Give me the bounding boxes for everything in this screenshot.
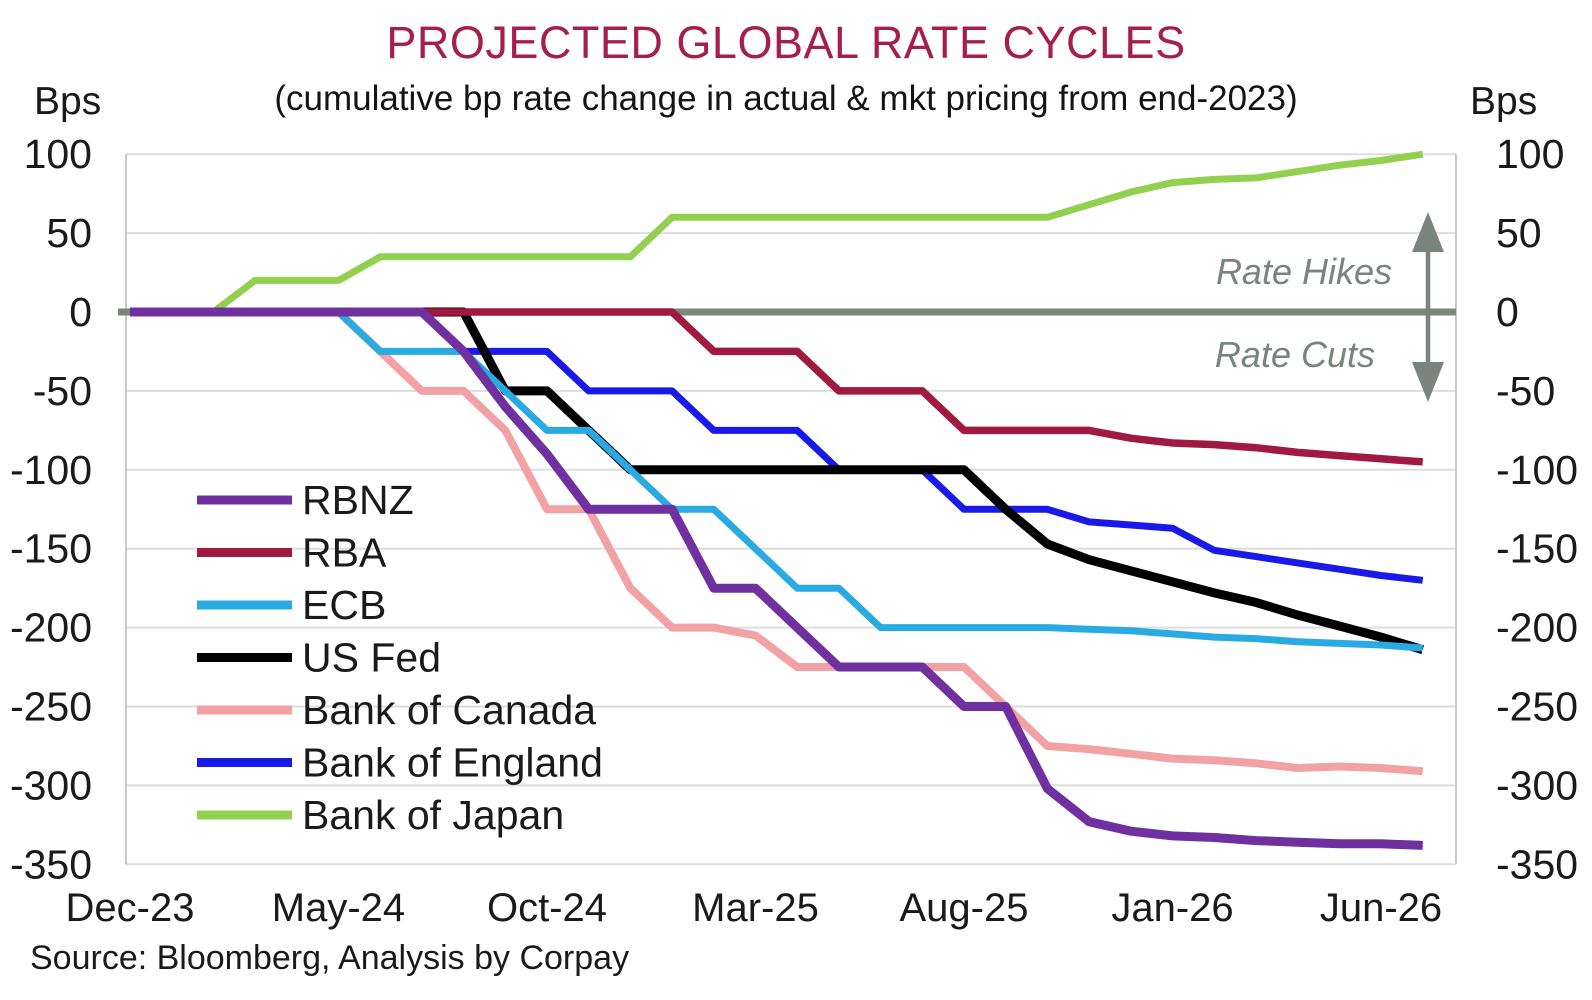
y-tick-label-right: -50 bbox=[1496, 368, 1555, 414]
rate-direction-annotation bbox=[1412, 212, 1444, 402]
legend-label-rbnz: RBNZ bbox=[302, 477, 414, 523]
series-line-ecb bbox=[130, 308, 1423, 652]
x-tick-label: Jan-26 bbox=[1111, 886, 1233, 930]
y-tick-label-right: -150 bbox=[1496, 526, 1578, 572]
y-tick-label-left: 50 bbox=[46, 210, 92, 256]
series-line-rbnz bbox=[130, 307, 1423, 850]
y-axis-unit-left: Bps bbox=[34, 80, 101, 123]
y-tick-label-left: -50 bbox=[33, 368, 92, 414]
chart-subtitle: (cumulative bp rate change in actual & m… bbox=[274, 79, 1297, 118]
y-tick-label-right: -100 bbox=[1496, 447, 1578, 493]
legend-label-bank-of-japan: Bank of Japan bbox=[302, 792, 564, 838]
y-tick-label-right: -250 bbox=[1496, 684, 1578, 730]
x-tick-label: Oct-24 bbox=[487, 886, 607, 930]
legend-label-ecb: ECB bbox=[302, 582, 386, 628]
rate-arrow-up-icon bbox=[1412, 212, 1444, 252]
x-tick-label: Dec-23 bbox=[66, 886, 195, 930]
y-tick-label-left: -200 bbox=[10, 605, 92, 651]
y-tick-label-right: 100 bbox=[1496, 131, 1564, 177]
y-tick-label-right: -200 bbox=[1496, 605, 1578, 651]
source-note: Source: Bloomberg, Analysis by Corpay bbox=[30, 939, 629, 977]
legend-item-rbnz: RBNZ bbox=[197, 477, 414, 523]
legend-label-rba: RBA bbox=[302, 530, 387, 576]
zero-baseline bbox=[118, 308, 1456, 316]
y-axis-unit-right: Bps bbox=[1470, 80, 1537, 123]
y-tick-label-right: -350 bbox=[1496, 841, 1578, 887]
x-tick-label: May-24 bbox=[272, 886, 405, 930]
y-tick-label-left: 0 bbox=[69, 289, 92, 335]
series-line-bank-of-japan bbox=[130, 150, 1424, 316]
legend-item-bank-of-canada: Bank of Canada bbox=[197, 687, 596, 733]
x-tick-label: Mar-25 bbox=[692, 886, 819, 930]
legend-label-bank-of-england: Bank of England bbox=[302, 740, 603, 786]
legend-label-us-fed: US Fed bbox=[302, 635, 441, 681]
legend-item-us-fed: US Fed bbox=[197, 635, 441, 681]
y-tick-label-right: 50 bbox=[1496, 210, 1542, 256]
y-tick-label-right: 0 bbox=[1496, 289, 1519, 335]
rate-hikes-label: Rate Hikes bbox=[1216, 251, 1392, 292]
y-tick-label-left: -350 bbox=[10, 841, 92, 887]
x-tick-label: Aug-25 bbox=[900, 886, 1029, 930]
y-tick-label-right: -300 bbox=[1496, 762, 1578, 808]
series-lines bbox=[130, 150, 1425, 850]
legend-label-bank-of-canada: Bank of Canada bbox=[302, 687, 596, 733]
y-tick-label-left: -250 bbox=[10, 684, 92, 730]
x-tick-label: Jun-26 bbox=[1320, 886, 1442, 930]
y-tick-label-left: -100 bbox=[10, 447, 92, 493]
chart-title: PROJECTED GLOBAL RATE CYCLES bbox=[386, 17, 1185, 68]
legend-item-bank-of-england: Bank of England bbox=[197, 740, 603, 786]
rate-cuts-label: Rate Cuts bbox=[1215, 334, 1375, 375]
axis-tick-labels: 100 100 50 50 0 0 -50 -50 -100 -100 -150 -150 -200 -2… bbox=[10, 131, 1578, 930]
zero-line bbox=[118, 308, 1456, 316]
rate-arrow-down-icon bbox=[1412, 362, 1444, 402]
legend-item-rba: RBA bbox=[197, 530, 387, 576]
y-tick-label-left: 100 bbox=[24, 131, 92, 177]
y-tick-label-left: -150 bbox=[10, 526, 92, 572]
legend-item-bank-of-japan: Bank of Japan bbox=[197, 792, 564, 838]
chart-legend: RBNZ RBA ECB US Fed Bank of Canada Bank of En… bbox=[197, 477, 603, 838]
legend-item-ecb: ECB bbox=[197, 582, 386, 628]
y-tick-label-left: -300 bbox=[10, 762, 92, 808]
